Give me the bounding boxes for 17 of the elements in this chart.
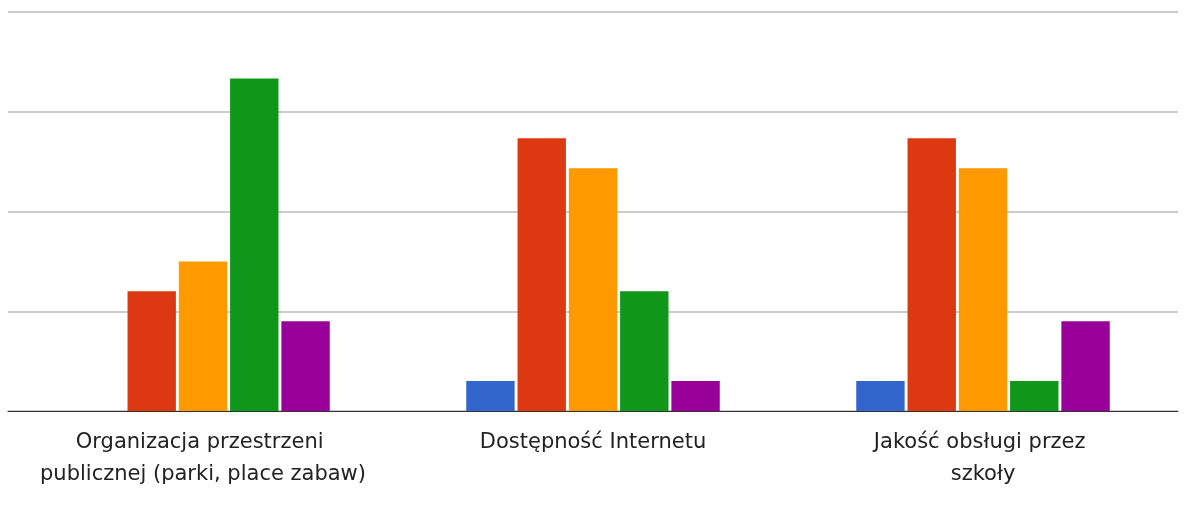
bar <box>568 168 618 411</box>
bar <box>230 78 279 411</box>
bar <box>178 261 228 411</box>
bar <box>466 381 515 411</box>
x-tick-label: Organizacja przestrzeni publicznej (parki, place zabaw) <box>40 429 366 485</box>
bar <box>517 138 566 411</box>
bar <box>671 381 720 411</box>
bar <box>1010 381 1059 411</box>
bar <box>281 321 330 411</box>
bar <box>958 168 1008 411</box>
bar <box>1061 321 1110 411</box>
bar <box>856 381 905 411</box>
bar <box>127 291 176 411</box>
bar <box>620 291 669 411</box>
x-tick-label: Jakość obsługi przez szkoły <box>871 429 1093 485</box>
bar <box>907 138 956 411</box>
x-tick-label: Dostępność Internetu <box>479 429 707 453</box>
